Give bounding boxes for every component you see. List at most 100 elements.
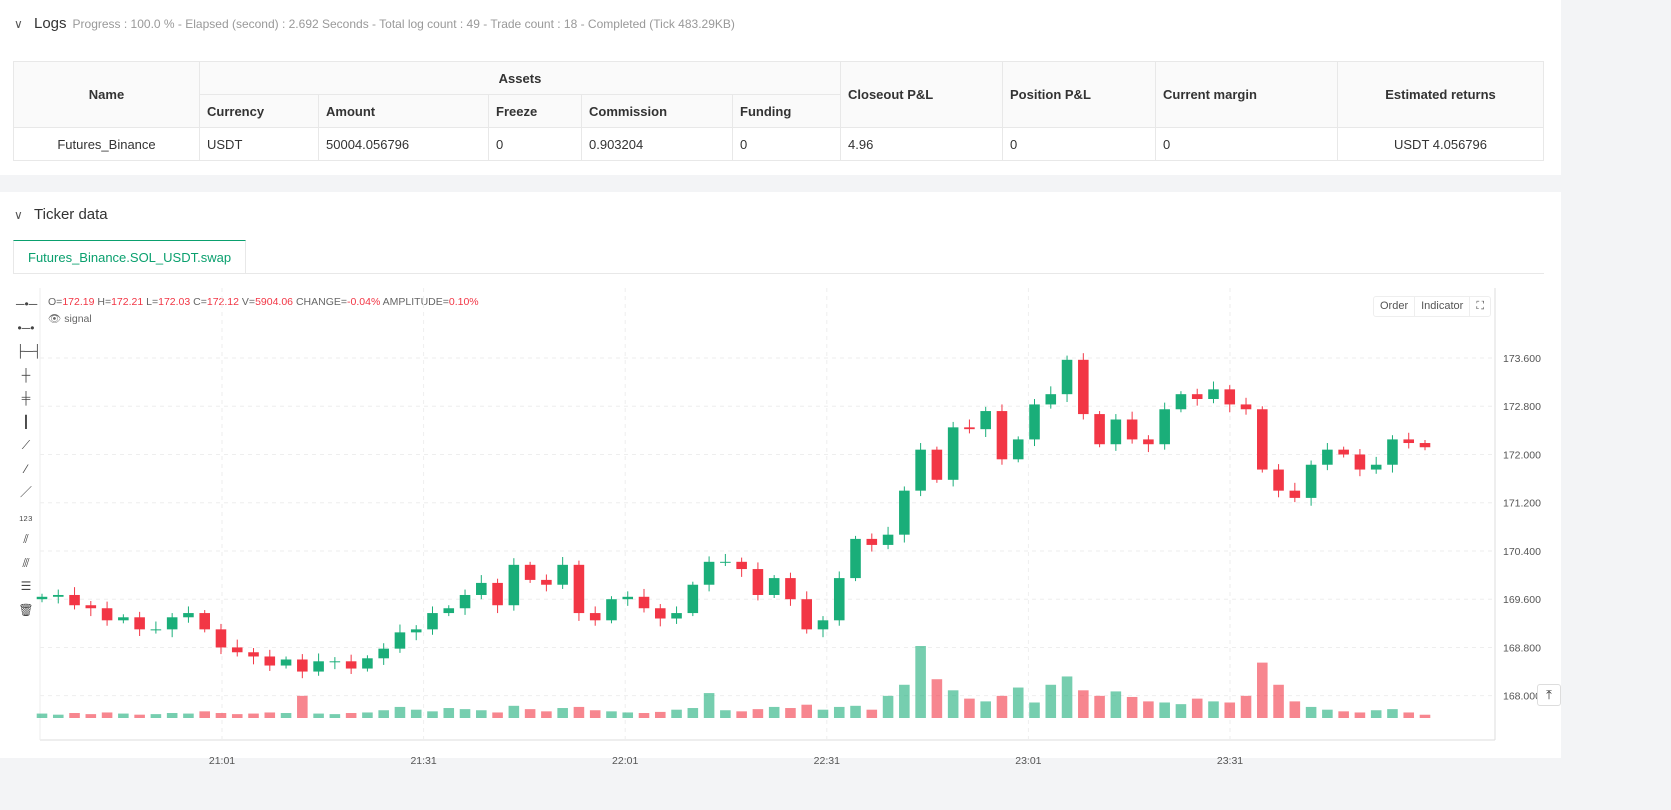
volume-bar xyxy=(378,710,389,718)
candle-body xyxy=(1094,414,1105,445)
trash-icon[interactable]: 🗑 xyxy=(18,602,34,617)
candle-body xyxy=(1191,394,1203,400)
vertical-segment-icon[interactable]: ┃ xyxy=(22,414,30,429)
candle-body xyxy=(1403,439,1415,444)
candle-body xyxy=(1143,439,1154,445)
candle-body xyxy=(313,661,324,672)
x-tick-label: 22:31 xyxy=(814,755,840,767)
ticker-header[interactable]: ∨ Ticker data xyxy=(14,206,108,223)
volume-bar xyxy=(801,704,813,718)
volume-bar xyxy=(280,713,292,718)
cell-name: Futures_Binance xyxy=(13,127,200,161)
chevron-down-icon[interactable]: ∨ xyxy=(14,208,23,222)
indicator-button[interactable]: Indicator xyxy=(1415,297,1471,316)
candle-body xyxy=(492,582,503,606)
candle-body xyxy=(980,411,991,430)
candle-body xyxy=(1159,409,1170,445)
candle-body xyxy=(1061,359,1073,395)
candle-body xyxy=(427,613,438,630)
fullscreen-icon[interactable]: ⛶ xyxy=(1476,300,1485,312)
volume-bar xyxy=(947,690,959,718)
scroll-to-latest-button[interactable]: ⤒ xyxy=(1537,684,1561,706)
volume-bar xyxy=(768,706,780,718)
candle-body xyxy=(248,652,259,657)
candle-body xyxy=(280,659,292,666)
volume-bar xyxy=(573,706,585,718)
amplitude-label: AMPLITUDE= xyxy=(382,296,449,308)
x-tick-label: 21:01 xyxy=(209,755,235,767)
trend-line-icon[interactable]: ⁄ xyxy=(24,461,27,476)
candle-body xyxy=(345,661,357,669)
candle-body xyxy=(557,564,568,585)
candle-body xyxy=(1322,449,1333,465)
order-button[interactable]: Order xyxy=(1374,297,1416,316)
cell-amount: 50004.056796 xyxy=(318,127,489,161)
volume-bar xyxy=(264,712,276,718)
y-tick-label: 172.800 xyxy=(1503,401,1541,413)
eye-icon[interactable]: 👁 xyxy=(48,313,62,325)
vertical-ray-icon[interactable]: ┼ xyxy=(21,367,31,382)
candle-body xyxy=(801,599,813,630)
logs-panel: ∨ Logs Progress : 100.0 % - Elapsed (sec… xyxy=(0,0,1561,175)
candle-body xyxy=(720,561,731,563)
vertical-line-icon[interactable]: ╪ xyxy=(21,391,31,405)
cell-funding: 0 xyxy=(732,127,841,161)
y-tick-label: 170.400 xyxy=(1503,546,1541,558)
price-label-icon[interactable]: ₁₂₃ xyxy=(19,508,33,523)
chevron-down-icon[interactable]: ∨ xyxy=(14,17,23,31)
candle-body xyxy=(1273,469,1284,491)
logs-summary: Progress : 100.0 % - Elapsed (second) : … xyxy=(72,17,735,31)
volume-bar xyxy=(1338,711,1349,718)
volume-bar xyxy=(1273,684,1284,718)
volume-bar xyxy=(1175,704,1187,718)
fib-retracement-icon[interactable]: ☰ xyxy=(20,579,32,593)
volume-bar xyxy=(183,713,194,718)
horizontal-segment-icon[interactable]: ├─┤ xyxy=(16,344,42,358)
candle-body xyxy=(654,608,666,619)
candle-body xyxy=(931,449,943,480)
segment-icon[interactable]: ／ xyxy=(19,485,32,499)
amplitude-value: 0.10% xyxy=(448,296,479,308)
volume-bar xyxy=(606,711,617,718)
candle-body xyxy=(850,538,861,579)
horizontal-ray-icon[interactable]: ─•─ xyxy=(16,297,38,311)
y-tick-label: 173.600 xyxy=(1503,353,1541,365)
fib-channel-icon[interactable]: ⫻ xyxy=(22,555,30,570)
candle-body xyxy=(622,596,634,600)
volume-bar xyxy=(1191,698,1203,718)
candle-body xyxy=(606,599,617,621)
y-tick-label: 168.000 xyxy=(1503,691,1541,703)
horizontal-line-icon[interactable]: •─• xyxy=(17,320,35,335)
volume-bar xyxy=(36,713,48,718)
parallel-channel-icon[interactable]: ⫽ xyxy=(23,532,29,546)
candle-body xyxy=(85,605,97,609)
logs-header[interactable]: ∨ Logs Progress : 100.0 % - Elapsed (sec… xyxy=(14,15,735,32)
volume-bar xyxy=(785,708,796,718)
volume-bar xyxy=(508,705,520,718)
volume-bar xyxy=(362,712,373,718)
candle-body xyxy=(101,608,113,621)
candle-body xyxy=(1419,443,1431,448)
cell-currency: USDT xyxy=(199,127,319,161)
assets-table: Name Assets Closeout P&L Position P&L Cu… xyxy=(13,61,1544,161)
col-commission: Commission xyxy=(581,94,733,128)
candle-body xyxy=(638,596,650,609)
volume-bar xyxy=(492,712,503,718)
volume-bar xyxy=(248,713,259,718)
volume-bar xyxy=(964,698,975,718)
candle-body xyxy=(589,613,601,621)
candle-body xyxy=(996,411,1008,460)
volume-bar xyxy=(833,706,845,718)
open-value: 172.19 xyxy=(62,296,95,308)
volume-bar xyxy=(557,708,568,718)
candle-body xyxy=(297,659,308,672)
candle-body xyxy=(394,632,406,649)
cell-closeout: 4.96 xyxy=(840,127,1003,161)
volume-bar xyxy=(150,714,162,718)
tab-sol-usdt-swap[interactable]: Futures_Binance.SOL_USDT.swap xyxy=(13,240,247,274)
candle-body xyxy=(150,629,162,631)
candle-body xyxy=(1338,449,1349,455)
signal-indicator[interactable]: 👁 signal xyxy=(48,312,92,325)
trend-ray-icon[interactable]: ⟋ xyxy=(21,438,31,452)
